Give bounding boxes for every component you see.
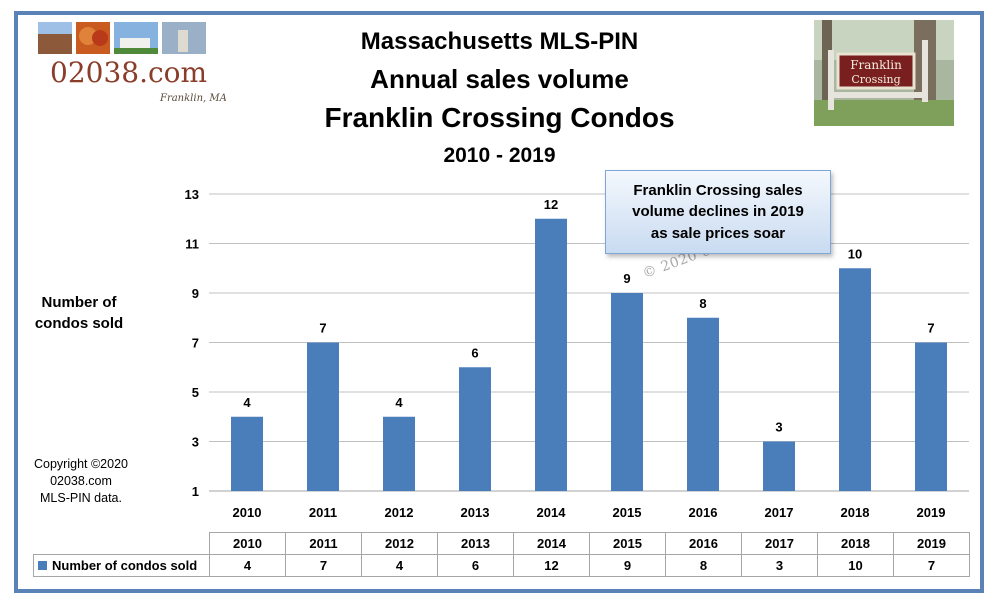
data-table-value-cell: 7	[285, 554, 362, 577]
x-tick-label: 2019	[917, 505, 946, 520]
bar	[915, 342, 947, 491]
data-table-row: Number of condos sold 4 7 4 6 12 9 8 3 10 7	[33, 554, 970, 577]
x-tick-label: 2018	[841, 505, 870, 520]
bar	[763, 441, 795, 491]
data-table-value-cell: 9	[589, 554, 666, 577]
data-label: 12	[544, 197, 558, 212]
y-axis-label: Number of condos sold	[34, 294, 124, 332]
data-label: 4	[243, 395, 251, 410]
bar	[687, 317, 719, 491]
bar	[839, 268, 871, 491]
data-table-value-cell: 8	[665, 554, 742, 577]
data-table-year-cell: 2018	[817, 532, 894, 555]
data-label: 4	[395, 395, 403, 410]
data-table-year-cell: 2011	[285, 532, 362, 555]
data-table-value-cell: 6	[437, 554, 514, 577]
x-tick-label: 2014	[537, 505, 567, 520]
data-table-year-cell: 2015	[589, 532, 666, 555]
site-logo: 02038.com Franklin, MA	[38, 22, 226, 104]
chart-title-years: 2010 - 2019	[443, 144, 556, 167]
data-table-header-row: 2010 2011 2012 2013 2014 2015 2016 2017 2018 2019	[33, 532, 970, 555]
data-table-legend-cell: Number of condos sold	[33, 554, 210, 577]
logo-subtext: Franklin, MA	[159, 93, 226, 104]
data-label: 9	[623, 271, 630, 286]
chart-title-line-2: Annual sales volume	[370, 64, 629, 94]
copyright-line-1: Copyright ©2020	[34, 457, 128, 471]
bar	[459, 367, 491, 491]
franklin-crossing-sign-photo: Franklin Crossing	[814, 20, 954, 126]
legend-color-key	[38, 561, 47, 570]
data-label: 6	[471, 345, 478, 360]
bar	[535, 218, 567, 491]
y-tick-label: 13	[185, 187, 199, 202]
bar	[307, 342, 339, 491]
data-table-value-cell: 4	[209, 554, 286, 577]
callout-box: Franklin Crossing sales volume declines …	[605, 170, 831, 254]
y-tick-label: 7	[192, 336, 199, 351]
bar	[231, 416, 263, 491]
data-label: 3	[775, 420, 782, 435]
data-table-year-cell: 2010	[209, 532, 286, 555]
bar	[611, 293, 643, 491]
chart-title-line-1: Massachusetts MLS-PIN	[360, 28, 639, 55]
sign-text-line-1: Franklin	[850, 58, 902, 72]
data-table-year-cell: 2014	[513, 532, 590, 555]
data-table-year-cell: 2019	[893, 532, 970, 555]
y-tick-label: 1	[192, 484, 199, 499]
x-tick-label: 2010	[233, 505, 262, 520]
y-tick-label: 9	[192, 286, 199, 301]
bar	[383, 416, 415, 491]
callout-line-3: as sale prices soar	[650, 224, 786, 242]
copyright-line-3: MLS-PIN data.	[40, 491, 122, 505]
y-tick-label: 11	[185, 237, 199, 252]
data-label: 7	[927, 321, 934, 336]
sign-text-line-2: Crossing	[851, 73, 900, 86]
x-tick-label: 2012	[385, 505, 414, 520]
callout-line-2: volume declines in 2019	[632, 203, 804, 221]
x-tick-label: 2017	[765, 505, 794, 520]
copyright-line-2: 02038.com	[50, 474, 112, 488]
data-table-series-name: Number of condos sold	[52, 558, 198, 573]
x-tick-label: 2015	[613, 505, 642, 520]
y-tick-label: 5	[192, 385, 199, 400]
data-table-value-cell: 3	[741, 554, 818, 577]
copyright-note: Copyright ©2020 02038.com MLS-PIN data.	[22, 456, 140, 507]
y-tick-label: 3	[192, 435, 199, 450]
data-table-corner	[33, 532, 210, 555]
data-table-year-cell: 2017	[741, 532, 818, 555]
x-tick-label: 2011	[309, 505, 337, 520]
data-label: 8	[699, 296, 706, 311]
x-tick-label: 2016	[689, 505, 718, 520]
data-label: 7	[319, 321, 326, 336]
callout-line-1: Franklin Crossing sales	[633, 181, 803, 199]
logo-text: 02038.com	[50, 56, 207, 89]
data-table-value-cell: 10	[817, 554, 894, 577]
x-tick-label: 2013	[461, 505, 490, 520]
data-table-value-cell: 4	[361, 554, 438, 577]
data-label: 10	[848, 246, 862, 261]
data-table-year-cell: 2013	[437, 532, 514, 555]
chart-title-line-3: Franklin Crossing Condos	[324, 102, 675, 133]
data-table-year-cell: 2012	[361, 532, 438, 555]
data-table-value-cell: 12	[513, 554, 590, 577]
data-table-year-cell: 2016	[665, 532, 742, 555]
data-table-value-cell: 7	[893, 554, 970, 577]
data-table: 2010 2011 2012 2013 2014 2015 2016 2017 2018 2019…	[33, 532, 970, 577]
